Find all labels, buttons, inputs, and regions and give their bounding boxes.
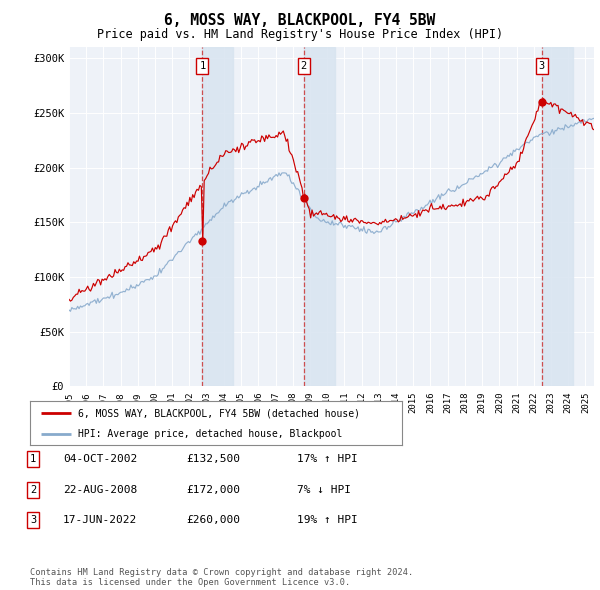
Text: 6, MOSS WAY, BLACKPOOL, FY4 5BW: 6, MOSS WAY, BLACKPOOL, FY4 5BW xyxy=(164,13,436,28)
Text: 22-AUG-2008: 22-AUG-2008 xyxy=(63,485,137,494)
Text: 6, MOSS WAY, BLACKPOOL, FY4 5BW (detached house): 6, MOSS WAY, BLACKPOOL, FY4 5BW (detache… xyxy=(79,408,361,418)
Text: 17-JUN-2022: 17-JUN-2022 xyxy=(63,516,137,525)
Bar xyxy=(304,47,335,386)
Text: 3: 3 xyxy=(30,516,36,525)
Text: £132,500: £132,500 xyxy=(186,454,240,464)
Text: £172,000: £172,000 xyxy=(186,485,240,494)
Bar xyxy=(542,47,572,386)
Text: 04-OCT-2002: 04-OCT-2002 xyxy=(63,454,137,464)
Text: Contains HM Land Registry data © Crown copyright and database right 2024.
This d: Contains HM Land Registry data © Crown c… xyxy=(30,568,413,587)
Text: 2: 2 xyxy=(301,61,307,71)
Text: 1: 1 xyxy=(199,61,206,71)
Text: 7% ↓ HPI: 7% ↓ HPI xyxy=(297,485,351,494)
Bar xyxy=(202,47,233,386)
Text: HPI: Average price, detached house, Blackpool: HPI: Average price, detached house, Blac… xyxy=(79,428,343,438)
Text: £260,000: £260,000 xyxy=(186,516,240,525)
Text: 19% ↑ HPI: 19% ↑ HPI xyxy=(297,516,358,525)
Text: Price paid vs. HM Land Registry's House Price Index (HPI): Price paid vs. HM Land Registry's House … xyxy=(97,28,503,41)
Text: 3: 3 xyxy=(539,61,545,71)
Text: 2: 2 xyxy=(30,485,36,494)
Text: 17% ↑ HPI: 17% ↑ HPI xyxy=(297,454,358,464)
Text: 1: 1 xyxy=(30,454,36,464)
